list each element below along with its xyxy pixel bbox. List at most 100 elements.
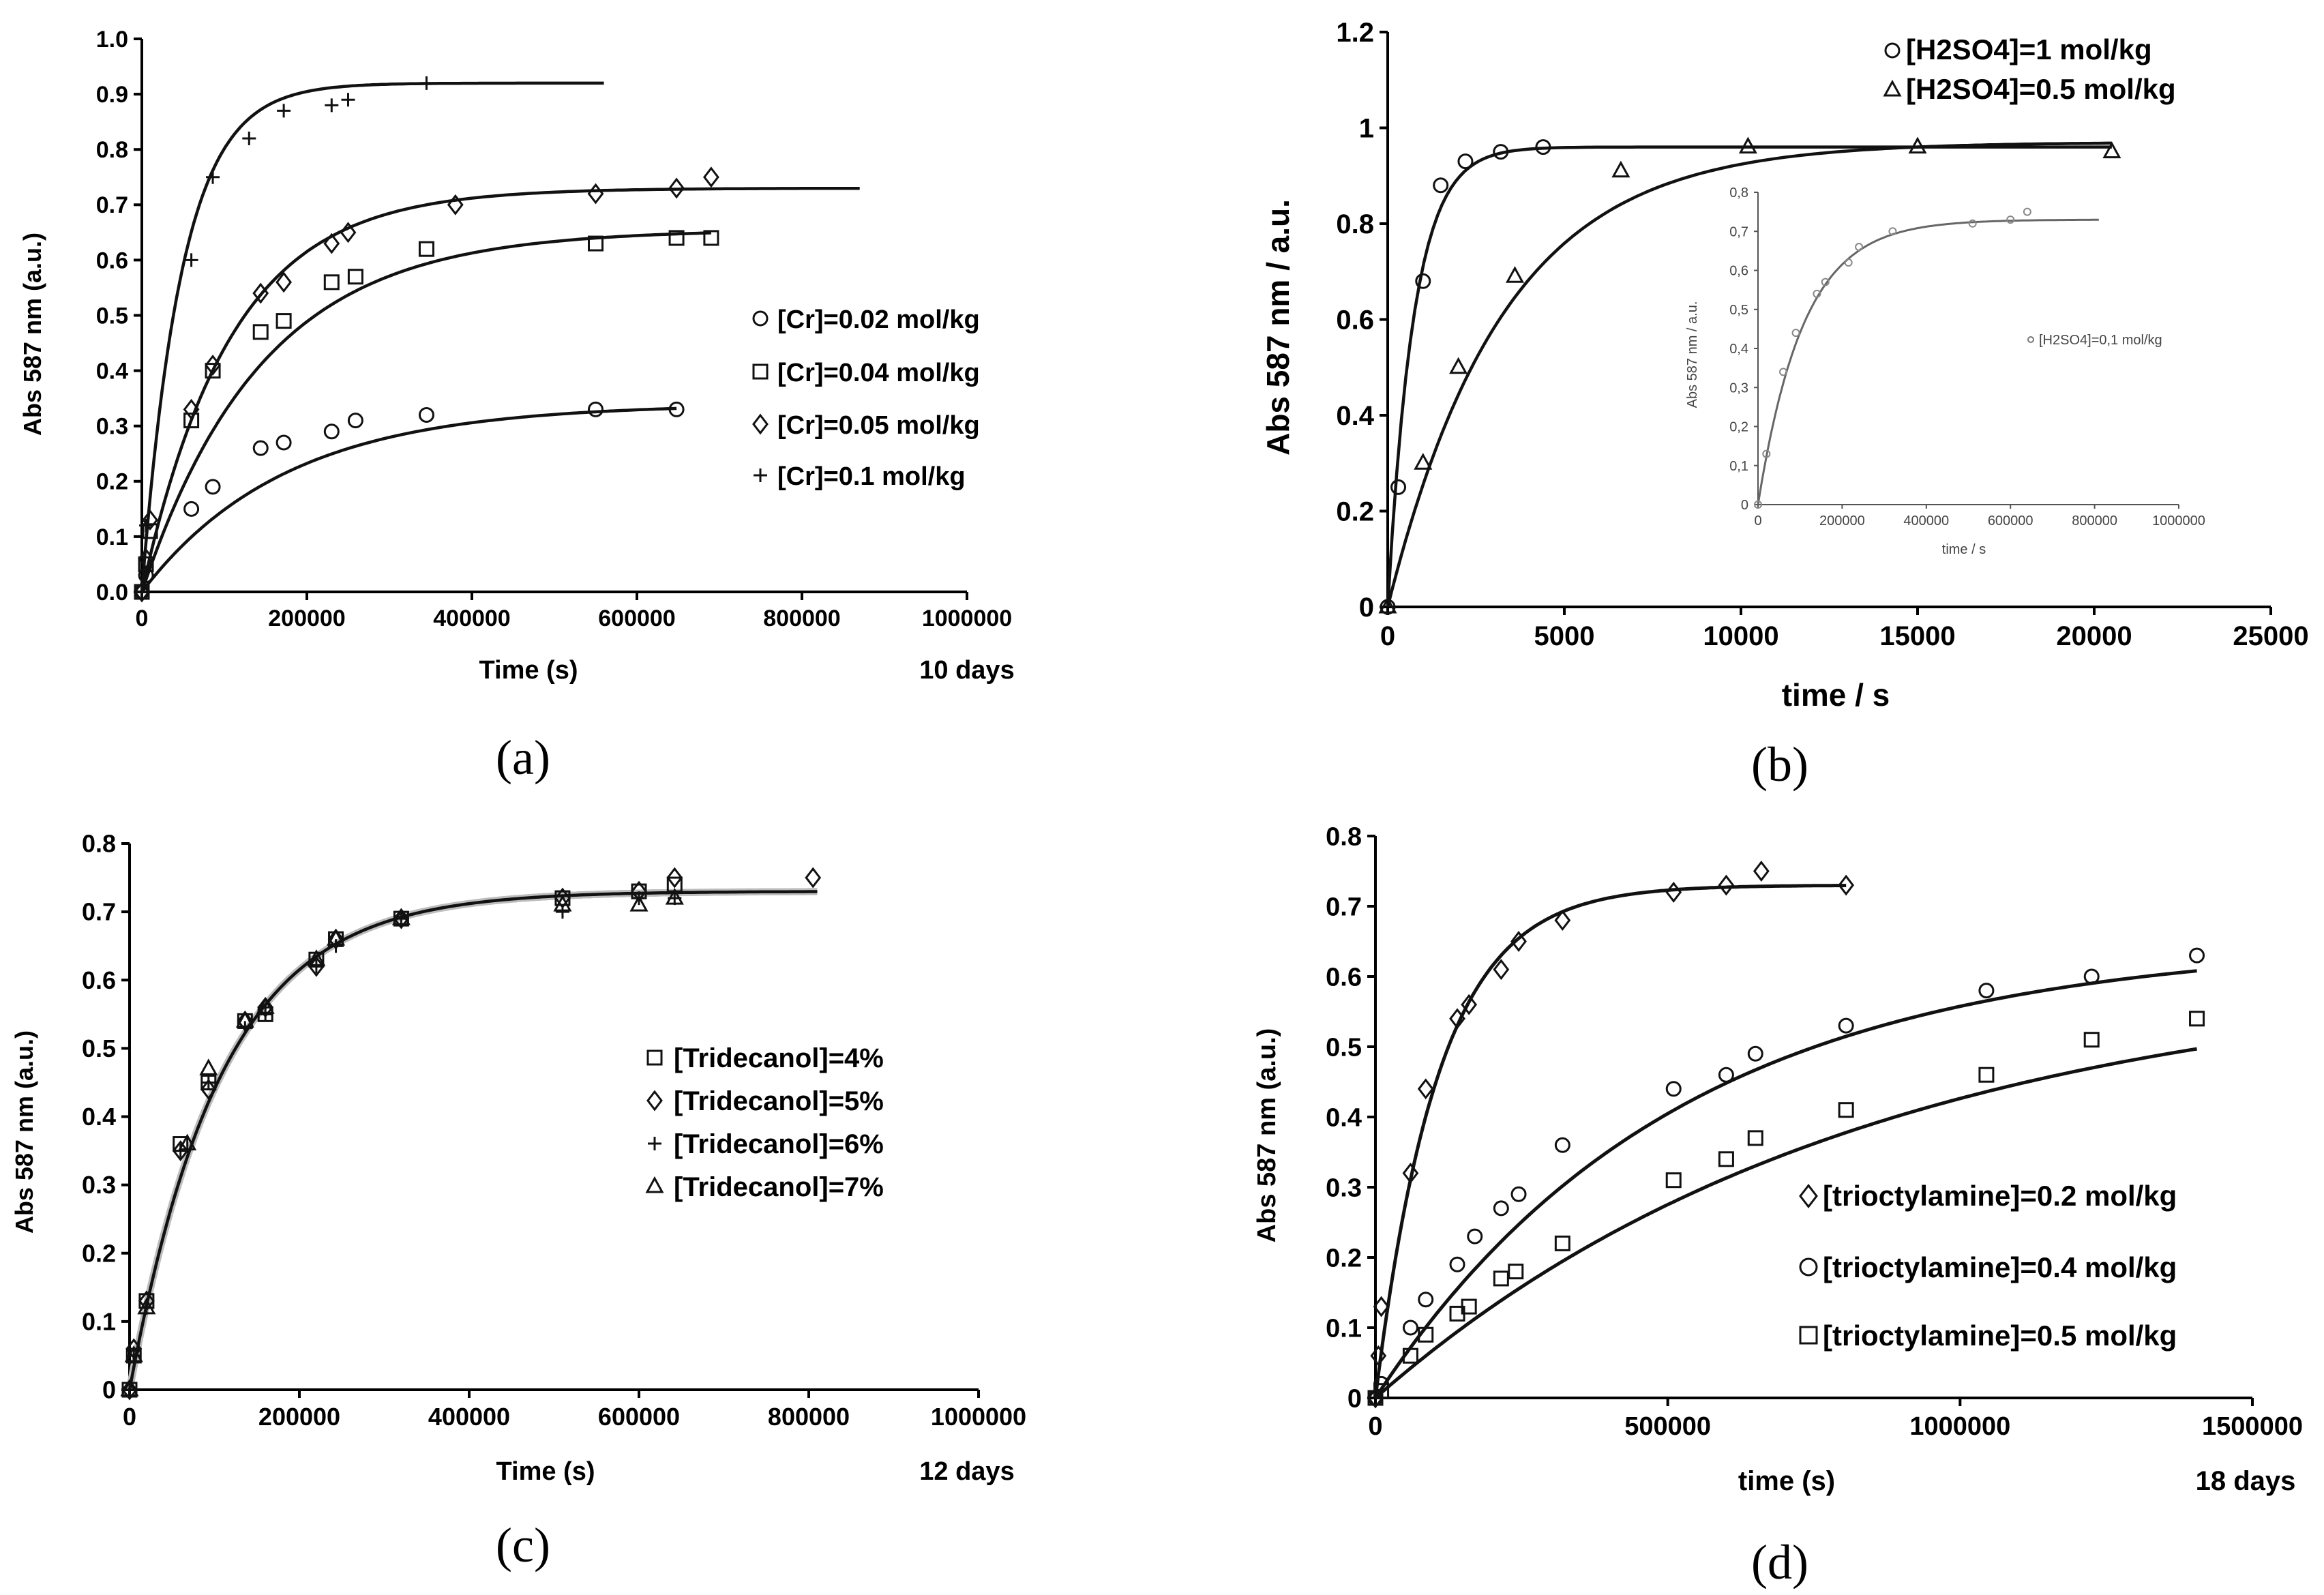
c-x-axis-label: Time (s) xyxy=(496,1457,595,1486)
b-point-s0 xyxy=(1493,144,1509,160)
d-point-s0 xyxy=(1665,881,1682,903)
a-point-s3 xyxy=(277,104,291,118)
b-legend-label-0: [H2SO4]=1 mol/kg xyxy=(1906,33,2152,65)
a-y-tick-label: 0.1 xyxy=(96,524,128,550)
c-point-s2 xyxy=(329,939,343,953)
d-point-s1 xyxy=(1467,1228,1483,1244)
d-point-s2 xyxy=(1493,1270,1509,1287)
c-point-s2 xyxy=(201,1075,215,1090)
a-point-s1 xyxy=(183,413,200,429)
a-point-s1 xyxy=(703,230,719,246)
c-point-s2 xyxy=(258,1007,273,1022)
a-point-s3 xyxy=(341,93,355,107)
d-y-tick-label: 0.3 xyxy=(1326,1174,1362,1202)
d-data-marks xyxy=(1367,861,2205,1409)
bi-y-tick-label: 0,1 xyxy=(1729,459,1748,474)
a-point-s0 xyxy=(347,413,363,429)
bi-point-s0 xyxy=(1791,329,1800,338)
d-legend-symbol-1 xyxy=(1799,1257,1818,1277)
c-point-s1 xyxy=(308,955,325,977)
bi-y-tick-label: 0,8 xyxy=(1729,185,1748,200)
d-caption: (d) xyxy=(1751,1535,1808,1590)
d-point-s2 xyxy=(1402,1347,1418,1364)
a-point-s0 xyxy=(183,501,200,517)
a-fit-line-2 xyxy=(140,186,860,593)
b-inset-legend-marker xyxy=(2027,336,2034,343)
d-fit-line-1 xyxy=(1373,969,2197,1399)
d-legend-label-1: [trioctylamine]=0.4 mol/kg xyxy=(1823,1251,2177,1283)
d-y-tick-label: 0.7 xyxy=(1326,893,1362,921)
c-point-s2 xyxy=(238,1021,252,1035)
panel-d: 0 0.1 0.2 0.3 0.4 0.5 0.6 0.7 0.8 0 500000 1000000 1… xyxy=(1253,822,2303,1590)
a-fit-line-3 xyxy=(140,81,604,593)
b-point-s1 xyxy=(1738,136,1757,154)
a-point-s1 xyxy=(275,313,292,329)
c-point-s1 xyxy=(200,1078,217,1100)
bi-fit-line-0 xyxy=(1757,218,2099,505)
d-point-s0 xyxy=(1367,1387,1384,1409)
c-x-tick-label: 400000 xyxy=(428,1403,510,1431)
bi-point-s0 xyxy=(1855,243,1864,252)
a-extra-label: 10 days xyxy=(919,656,1014,685)
b-point-s0 xyxy=(1433,177,1449,194)
d-point-s2 xyxy=(1747,1130,1763,1146)
d-fit-line-2 xyxy=(1374,1047,2197,1399)
d-point-s1 xyxy=(1718,1067,1734,1083)
d-point-s0 xyxy=(1554,910,1571,931)
d-fit-line-0 xyxy=(1373,884,1847,1399)
b-point-s1 xyxy=(1414,453,1433,470)
d-y-tick-label: 0.4 xyxy=(1326,1103,1362,1132)
d-y-tick-label: 0.6 xyxy=(1326,963,1362,992)
bi-x-tick-label: 200000 xyxy=(1819,513,1865,528)
a-point-s2 xyxy=(703,166,719,188)
a-point-s2 xyxy=(252,282,269,304)
d-point-s1 xyxy=(1449,1256,1465,1272)
c-x-tick-label: 800000 xyxy=(768,1403,850,1431)
b-point-s1 xyxy=(1611,160,1630,178)
c-y-tick-label: 0.3 xyxy=(82,1171,116,1199)
a-point-s2 xyxy=(142,509,158,531)
d-point-s0 xyxy=(1718,874,1735,896)
a-y-tick-label: 0.4 xyxy=(96,359,128,385)
b-inset-legend-label: [H2SO4]=0,1 mol/kg xyxy=(2039,333,2162,348)
a-y-tick-label: 0.9 xyxy=(96,82,128,108)
a-point-s2 xyxy=(587,183,604,205)
b-legend-symbol-0 xyxy=(1884,42,1901,59)
a-x-tick-label: 200000 xyxy=(268,606,345,631)
b-axes: 0 0.2 0.4 0.6 0.8 1 1.2 0 5000 10000 15000 20000 250… xyxy=(1336,18,2308,651)
a-x-tick-label: 0 xyxy=(136,606,149,631)
d-point-s1 xyxy=(1747,1045,1763,1062)
a-x-axis-label: Time (s) xyxy=(479,656,578,685)
a-x-tick-label: 800000 xyxy=(763,606,840,631)
c-extra-label: 12 days xyxy=(919,1457,1014,1486)
panel-a: 0.0 0.1 0.2 0.3 0.4 0.5 0.6 0.7 0.8 0.9 1.0 0 200000… xyxy=(18,27,1015,785)
bi-y-tick-label: 0,7 xyxy=(1729,224,1748,239)
c-point-s3 xyxy=(326,929,346,946)
a-point-s1 xyxy=(138,556,154,572)
c-data-marks xyxy=(120,867,822,1401)
b-y-tick-label: 0.6 xyxy=(1336,305,1374,336)
d-point-s1 xyxy=(2083,968,2100,985)
b-x-tick-label: 20000 xyxy=(2056,621,2132,651)
c-y-tick-label: 0.2 xyxy=(82,1239,116,1267)
d-point-s1 xyxy=(1978,983,1995,999)
bi-point-s0 xyxy=(1813,289,1821,298)
c-legend-marker-3 xyxy=(645,1176,664,1193)
c-legend: [Tridecanol]=4% [Tridecanol]=5% [Trideca… xyxy=(645,1043,884,1202)
c-axes: 0 0.1 0.2 0.3 0.4 0.5 0.6 0.7 0.8 0 200000 400000 60… xyxy=(82,830,1026,1431)
c-legend-symbol-1 xyxy=(646,1090,663,1112)
d-point-s1 xyxy=(1838,1017,1854,1034)
bi-point-s0 xyxy=(1762,449,1771,458)
c-legend-marker-2 xyxy=(648,1137,661,1150)
d-y-tick-label: 0.2 xyxy=(1326,1244,1362,1272)
d-point-s1 xyxy=(2189,947,2205,964)
a-x-tick-label: 600000 xyxy=(598,606,675,631)
c-legend-marker-1 xyxy=(646,1090,663,1112)
b-legend-label-1: [H2SO4]=0.5 mol/kg xyxy=(1906,73,2176,105)
c-point-s3 xyxy=(665,887,684,905)
a-point-s0 xyxy=(418,406,434,423)
d-point-s0 xyxy=(1838,874,1855,896)
c-y-tick-label: 0.7 xyxy=(82,898,116,926)
a-y-tick-label: 0.0 xyxy=(96,580,128,606)
c-x-tick-label: 0 xyxy=(123,1403,136,1431)
